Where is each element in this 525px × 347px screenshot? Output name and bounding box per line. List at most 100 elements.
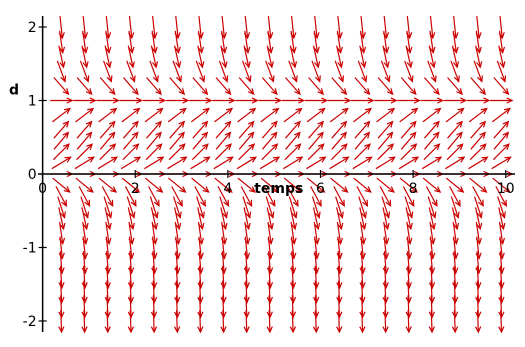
field-arrow-head (383, 46, 390, 54)
field-arrow-shaft (268, 295, 271, 318)
field-arrow-head (405, 252, 413, 260)
field-arrow (423, 143, 441, 161)
field-arrow (428, 295, 436, 319)
field-arrow-shaft (168, 143, 186, 161)
field-arrow-head (266, 311, 273, 319)
field-arrow-shaft (218, 60, 228, 82)
field-arrow-head (289, 296, 297, 304)
field-arrow-head (292, 199, 299, 207)
field-arrow-shaft (285, 121, 301, 139)
field-arrow-shaft (52, 177, 71, 193)
y-axis-label: d (9, 83, 19, 99)
field-arrow-head (359, 46, 367, 54)
field-arrow-head (315, 199, 322, 207)
field-arrow-shaft (330, 177, 348, 193)
field-arrow (197, 265, 204, 290)
field-arrow-head (104, 267, 112, 275)
field-arrow-head (81, 252, 89, 260)
field-arrow (451, 280, 459, 304)
field-arrow-shaft (423, 121, 440, 139)
field-arrow-head (108, 120, 116, 128)
field-arrow (359, 45, 367, 69)
field-arrow-shaft (198, 280, 202, 303)
field-arrow (377, 131, 394, 150)
field-arrow-head (387, 186, 395, 193)
field-arrow-shaft (475, 207, 481, 229)
field-arrow-head (243, 296, 250, 304)
field-arrow-shaft (476, 295, 480, 318)
field-arrow-shaft (333, 186, 345, 207)
field-arrow (81, 16, 89, 40)
field-arrow-head (247, 131, 255, 139)
field-arrow-head (405, 326, 412, 334)
field-arrow-head (61, 199, 68, 207)
field-arrow-head (476, 61, 483, 69)
field-arrow-head (59, 222, 66, 231)
field-arrow-shaft (83, 295, 86, 318)
field-arrow-shaft (268, 265, 271, 288)
field-arrow-head (197, 32, 204, 40)
field-arrow-head (108, 88, 116, 96)
field-arrow-head (271, 88, 278, 96)
field-arrow (470, 77, 487, 96)
field-arrow-shaft (306, 108, 325, 123)
field-arrow (97, 156, 119, 170)
field-arrow-shaft (354, 77, 370, 95)
field-arrow-shaft (359, 207, 366, 229)
field-arrow-shaft (245, 265, 248, 288)
field-arrow (451, 45, 460, 69)
field-arrow-shaft (128, 221, 133, 244)
field-arrow-head (344, 97, 352, 104)
field-arrow-shaft (361, 295, 364, 318)
field-arrow-shaft (475, 221, 481, 244)
field-arrow-head (197, 282, 204, 290)
field-arrow (194, 186, 206, 207)
field-arrow (259, 156, 281, 170)
field-arrow-shaft (215, 132, 231, 150)
field-arrow-shaft (291, 280, 294, 303)
field-arrow-head (433, 143, 441, 151)
field-arrow-shaft (78, 186, 91, 207)
field-arrow-head (318, 107, 326, 115)
field-arrow-head (498, 267, 505, 275)
field-arrow-shaft (384, 265, 387, 288)
field-arrow-shaft (421, 156, 442, 170)
field-arrow-head (150, 296, 158, 304)
field-arrow-head (58, 296, 65, 304)
field-arrow-head (452, 222, 460, 231)
field-arrow-head (451, 326, 459, 334)
field-arrow-head (454, 199, 461, 207)
field-arrow-shaft (353, 177, 372, 193)
field-arrow (190, 107, 210, 123)
field-arrow (81, 280, 88, 304)
field-arrow-shaft (261, 143, 278, 161)
field-arrow-head (452, 61, 460, 69)
field-arrow-shaft (121, 108, 140, 123)
field-arrow-head (220, 296, 227, 304)
field-arrow-shaft (400, 143, 417, 161)
field-arrow (99, 77, 116, 96)
field-arrow (311, 60, 321, 83)
field-arrow (404, 196, 414, 219)
field-arrow (197, 221, 205, 246)
field-arrow-shaft (215, 121, 231, 139)
field-arrow (470, 120, 487, 139)
field-arrow-head (150, 326, 158, 334)
field-arrow-shaft (263, 186, 276, 207)
field-arrow-shaft (220, 45, 227, 68)
field-arrow (191, 177, 210, 193)
field-arrow-head (197, 252, 204, 260)
field-arrow-head (201, 120, 209, 128)
field-arrow-head (359, 237, 367, 246)
field-arrow-head (155, 143, 163, 151)
field-arrow (240, 186, 253, 207)
field-arrow-head (58, 311, 65, 319)
field-arrow (313, 265, 320, 290)
field-arrow (382, 265, 389, 290)
field-arrow-shaft (242, 196, 251, 218)
field-arrow-head (313, 282, 320, 290)
field-arrow (469, 143, 487, 161)
field-arrow (76, 143, 94, 161)
field-arrow-head (58, 326, 65, 334)
field-arrow (491, 107, 511, 123)
